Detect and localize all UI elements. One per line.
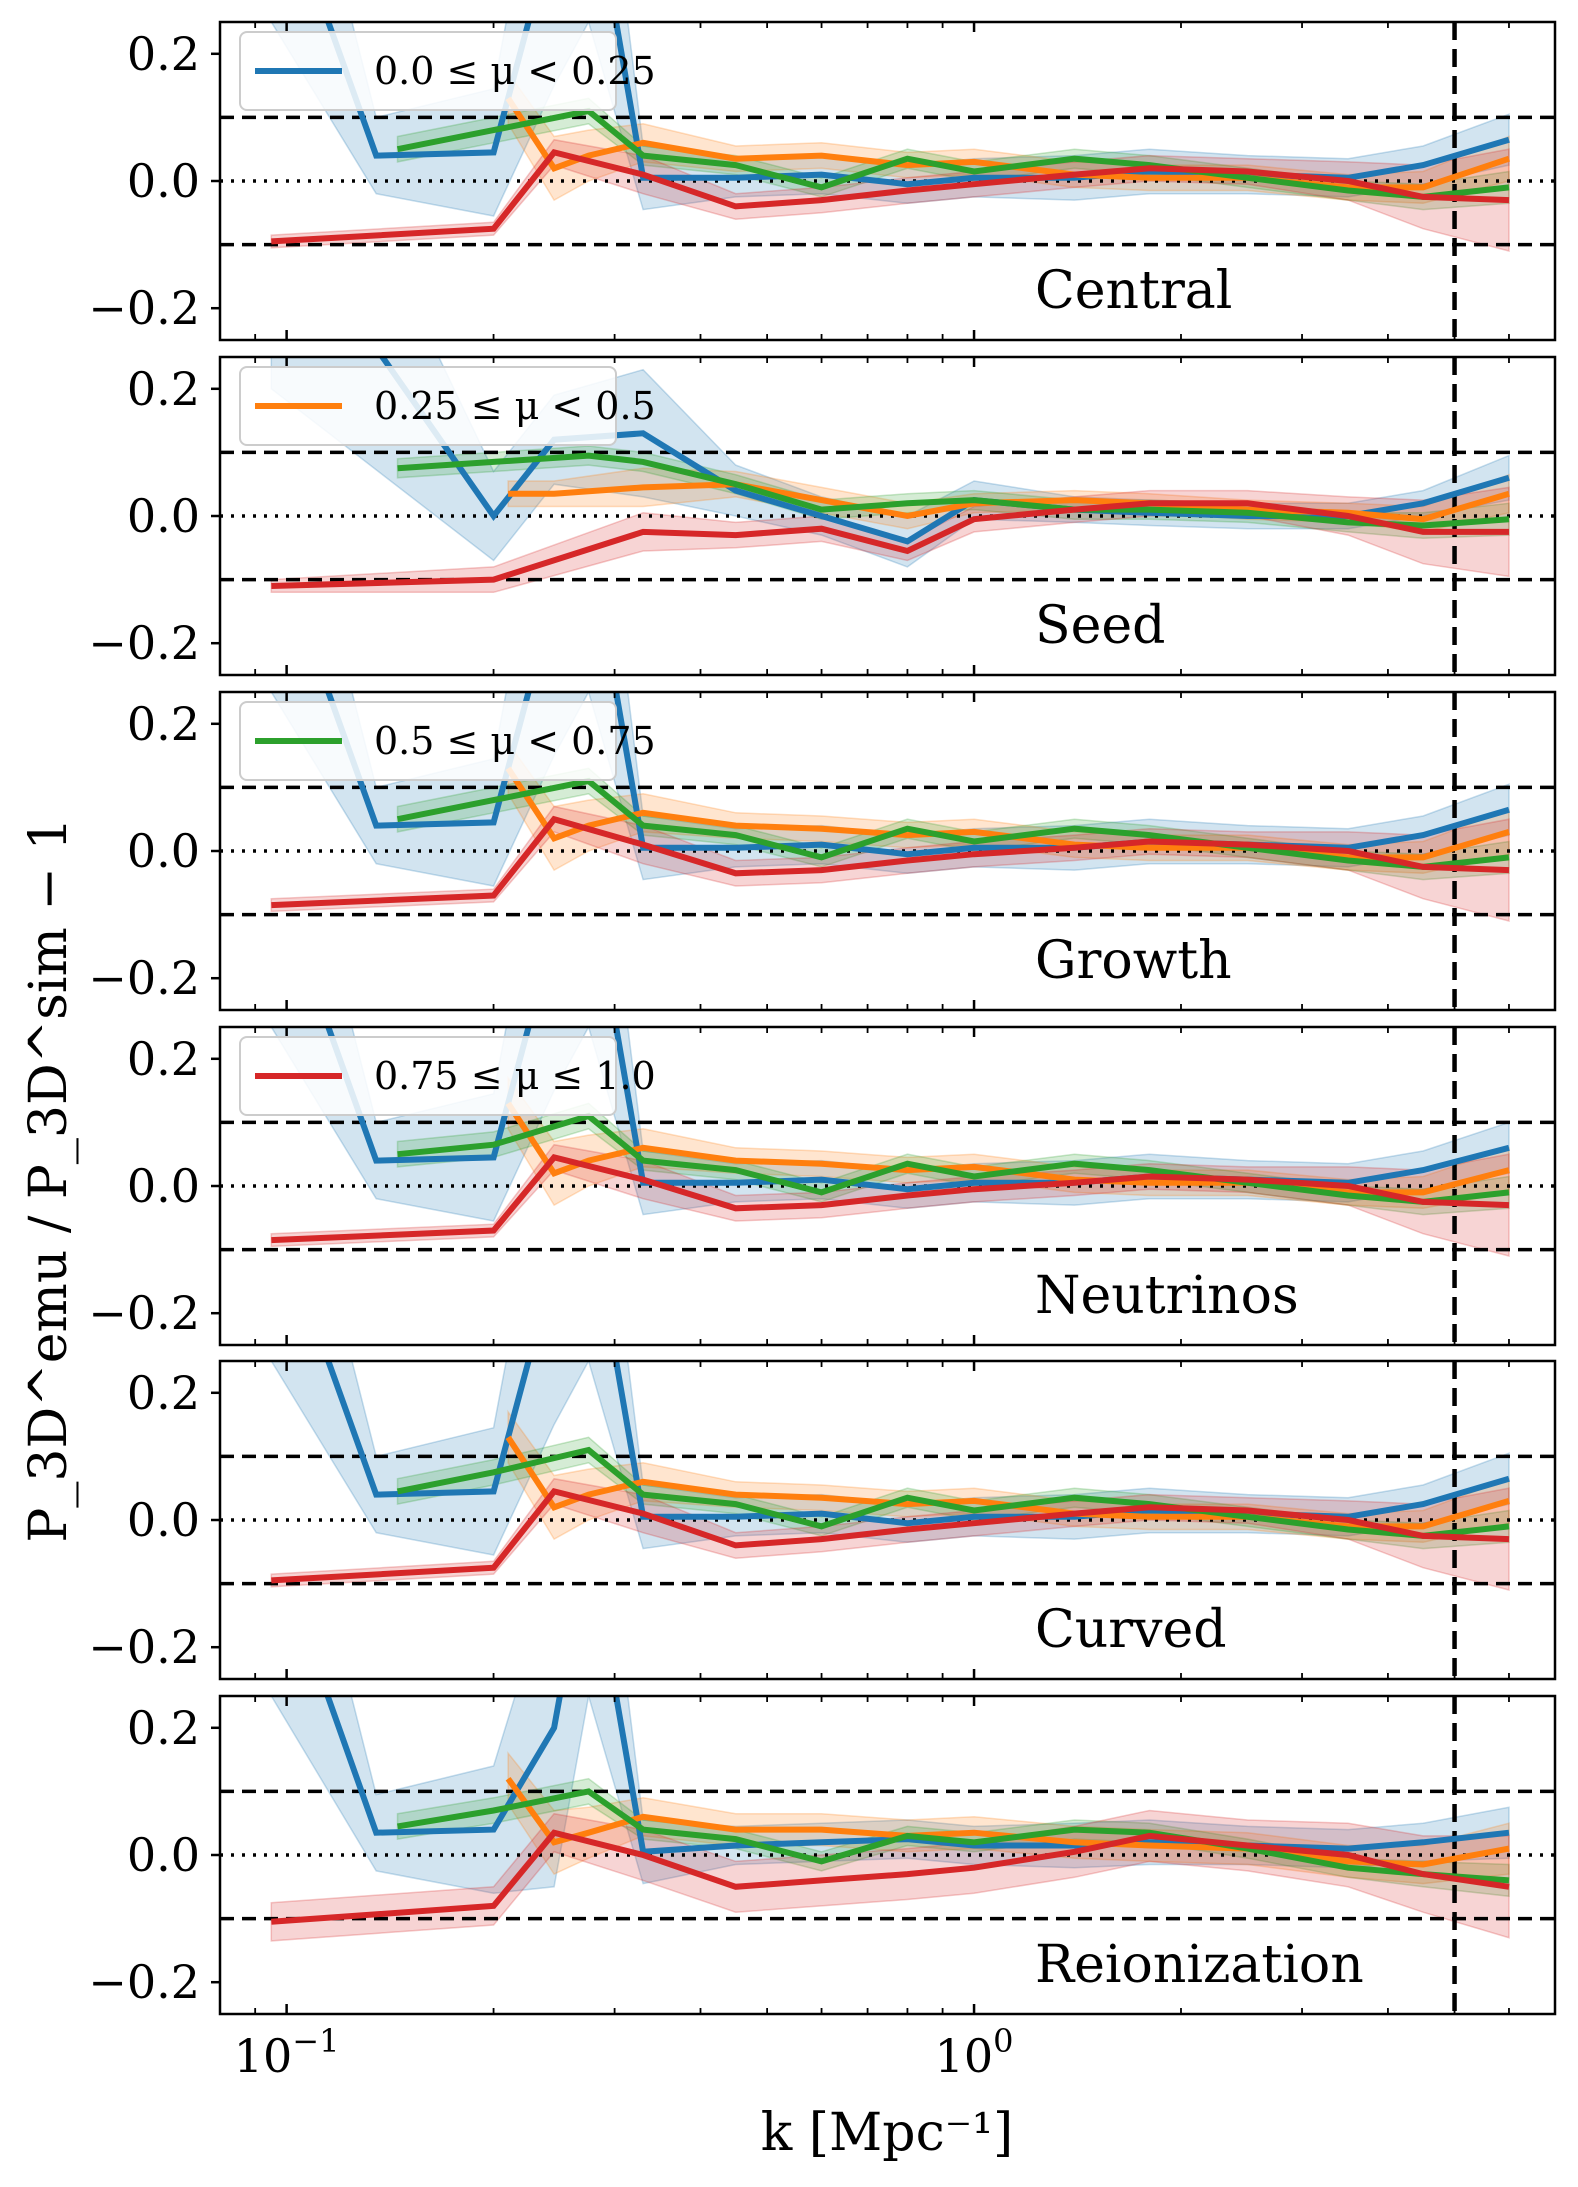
panel-label: Growth bbox=[1035, 931, 1232, 991]
panel-seed: 0.2 0.0 −0.2 Seed 0.25 ≤ μ < 0.5 bbox=[88, 355, 1557, 677]
error-band-0-5-0-75 bbox=[396, 1102, 1510, 1216]
legend: 0.75 ≤ μ ≤ 1.0 bbox=[239, 1036, 656, 1116]
x-tick-label: 10−1 bbox=[234, 2022, 340, 2083]
legend-label: 0.0 ≤ μ < 0.25 bbox=[374, 49, 656, 93]
series-line-0-5-0-75 bbox=[396, 777, 1510, 870]
y-tick-label: −0.2 bbox=[88, 1286, 200, 1340]
plot-area bbox=[220, 1027, 1555, 1345]
panel-label: Neutrinos bbox=[1035, 1266, 1299, 1326]
legend-label: 0.75 ≤ μ ≤ 1.0 bbox=[374, 1054, 656, 1098]
series-line-0-5-0-75 bbox=[397, 1112, 1510, 1205]
y-tick-label: −0.2 bbox=[88, 281, 200, 335]
plot-area bbox=[220, 22, 1555, 340]
y-tick-label: 0.0 bbox=[127, 489, 200, 543]
error-band-0-5-0-75 bbox=[396, 1436, 1510, 1550]
series-line-0-75-1-0 bbox=[271, 815, 1510, 909]
plot-area bbox=[220, 1696, 1555, 2014]
panel-label: Central bbox=[1035, 261, 1232, 321]
series-line-0-5-0-75 bbox=[397, 452, 1510, 529]
y-tick-label: −0.2 bbox=[88, 1620, 200, 1674]
panel-curved: 0.2 0.0 −0.2 Curved bbox=[88, 1359, 1557, 1681]
y-tick-label: 0.2 bbox=[127, 27, 200, 81]
y-tick-label: 0.2 bbox=[127, 1032, 200, 1086]
y-tick-label: 0.2 bbox=[127, 697, 200, 751]
legend: 0.25 ≤ μ < 0.5 bbox=[239, 366, 656, 446]
x-tick-label: 100 bbox=[935, 2022, 1014, 2083]
series-line-0-75-1-0 bbox=[271, 1829, 1510, 1925]
series-line-0-25-0-5 bbox=[508, 481, 1510, 523]
panel-neutrinos: 0.2 0.0 −0.2 Neutrinos 0.75 ≤ μ ≤ 1.0 bbox=[88, 1025, 1557, 1347]
legend-label: 0.5 ≤ μ < 0.75 bbox=[374, 719, 656, 763]
series-line-0-5-0-75 bbox=[396, 107, 1510, 200]
x-axis-title: k [Mpc⁻¹] bbox=[761, 2103, 1014, 2163]
series-line-0-5-0-75 bbox=[397, 1788, 1510, 1884]
error-band-0-5-0-75 bbox=[396, 767, 1510, 881]
y-tick-label: 0.0 bbox=[127, 154, 200, 208]
legend-label: 0.25 ≤ μ < 0.5 bbox=[374, 384, 656, 428]
series-line-0-75-1-0 bbox=[271, 500, 1509, 589]
y-tick-label: −0.2 bbox=[88, 1955, 200, 2009]
y-axis-title: P_3D^emu / P_3D^sim − 1 bbox=[19, 817, 79, 1542]
panel-label: Reionization bbox=[1035, 1935, 1364, 1995]
panel-growth: 0.2 0.0 −0.2 Growth 0.5 ≤ μ < 0.75 bbox=[88, 690, 1557, 1012]
plot-area bbox=[220, 357, 1555, 675]
series-line-0-5-0-75 bbox=[396, 1446, 1510, 1539]
legend-box bbox=[239, 701, 617, 781]
legend-box bbox=[239, 366, 617, 446]
y-tick-label: 0.0 bbox=[127, 824, 200, 878]
y-tick-label: 0.2 bbox=[127, 1366, 200, 1420]
legend-box bbox=[239, 31, 617, 111]
series-line-0-25-0-5 bbox=[505, 1776, 1510, 1868]
series-line-0-0-0-25 bbox=[324, 1696, 1510, 1855]
series-line-0-75-1-0 bbox=[271, 149, 1510, 245]
y-tick-label: 0.0 bbox=[127, 1828, 200, 1882]
y-tick-label: 0.0 bbox=[127, 1159, 200, 1213]
legend: 0.0 ≤ μ < 0.25 bbox=[239, 31, 656, 111]
y-tick-label: −0.2 bbox=[88, 616, 200, 670]
series-line-0-75-1-0 bbox=[271, 1154, 1510, 1244]
legend-box bbox=[239, 1036, 617, 1116]
panel-label: Curved bbox=[1035, 1600, 1227, 1660]
y-tick-label: 0.0 bbox=[127, 1493, 200, 1547]
panel-reionization: 0.2 0.0 −0.2 Reionization bbox=[88, 1694, 1557, 2016]
panel-central: 0.2 0.0 −0.2 Central 0.0 ≤ μ < 0.25 bbox=[88, 20, 1557, 342]
error-band-0-5-0-75 bbox=[396, 97, 1510, 211]
series-line-0-75-1-0 bbox=[271, 1488, 1510, 1584]
error-band-0-25-0-5 bbox=[507, 740, 1510, 875]
y-tick-label: 0.2 bbox=[127, 1701, 200, 1755]
y-tick-label: −0.2 bbox=[88, 951, 200, 1005]
legend: 0.5 ≤ μ < 0.75 bbox=[239, 701, 656, 781]
plot-area bbox=[220, 1361, 1555, 1679]
panel-label: Seed bbox=[1035, 596, 1165, 656]
y-tick-label: 0.2 bbox=[127, 362, 200, 416]
